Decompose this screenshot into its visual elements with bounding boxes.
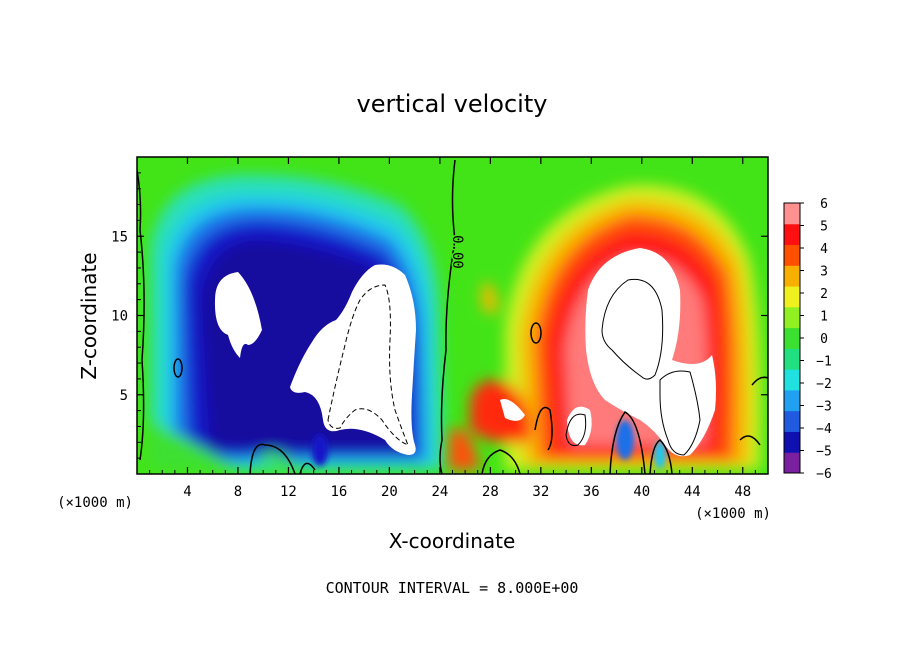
- colorbar-tick-label: −6: [816, 467, 832, 482]
- colorbar-tick-label: −1: [816, 355, 832, 370]
- colorbar-segment: [784, 265, 800, 287]
- x-tick-label: 36: [583, 484, 600, 500]
- colorbar-tick-label: 0: [820, 332, 828, 347]
- x-tick-label: 44: [684, 484, 701, 500]
- colorbar-segment: [784, 348, 800, 370]
- x-tick-label: 28: [482, 484, 499, 500]
- x-unit-label: (×1000 m): [695, 506, 771, 522]
- y-axis: 5 10 15: [111, 172, 768, 459]
- x-tick-label: 4: [183, 484, 191, 500]
- x-tick-label: 16: [330, 484, 347, 500]
- dashed-contour: [327, 284, 409, 446]
- x-tick-label: 32: [532, 484, 549, 500]
- colorbar-tick-label: 1: [820, 310, 828, 325]
- colorbar-tick-label: 4: [820, 242, 828, 257]
- contour-label: 0.00: [449, 235, 465, 269]
- colorbar-tick-label: −5: [816, 445, 832, 460]
- y-tick-label: 15: [111, 229, 128, 245]
- x-axis-label: X-coordinate: [389, 529, 516, 553]
- small-features: [312, 420, 666, 469]
- colorbar-segment: [784, 410, 800, 432]
- colorbar-segment: [784, 203, 800, 225]
- colorbar-tick-label: 2: [820, 287, 828, 302]
- colorbar-tick-label: −2: [816, 377, 832, 392]
- y-tick-label: 10: [111, 309, 128, 325]
- colorbar-segment: [784, 286, 800, 308]
- colorbar-tick-label: 6: [820, 197, 828, 212]
- colorbar-tick-label: 3: [820, 265, 828, 280]
- thin-contours: [565, 278, 701, 456]
- plot-area: [137, 157, 768, 474]
- colorbar-segment: [784, 452, 800, 474]
- x-tick-label: 12: [280, 484, 297, 500]
- chart-title: vertical velocity: [357, 90, 548, 118]
- colorbar-tick-label: −3: [816, 400, 832, 415]
- colorbar-segment: [784, 389, 800, 412]
- x-tick-label: 40: [633, 484, 650, 500]
- colorbar-tick-label: −4: [816, 422, 832, 437]
- x-tick-label: 24: [431, 484, 448, 500]
- y-axis-label: Z-coordinate: [77, 252, 101, 379]
- colorbar: 6 5 4 3 2 1 0 −1 −2 −3 −4 −5 −6: [783, 197, 832, 482]
- colorbar-segment: [784, 244, 800, 266]
- y-tick-label: 5: [120, 388, 128, 404]
- x-tick-label: 48: [734, 484, 751, 500]
- x-axis: 4 8 12 16 20 24 28 32 36 40 44 48: [149, 157, 756, 500]
- y-unit-label: (×1000 m): [57, 495, 133, 511]
- x-tick-label: 20: [381, 484, 398, 500]
- colorbar-segment: [784, 306, 800, 329]
- saturated-regions: [214, 248, 716, 457]
- colorbar-tick-label: 5: [820, 220, 828, 235]
- colorbar-segment: [784, 369, 800, 391]
- colorbar-segment: [784, 327, 800, 349]
- contour-interval-label: CONTOUR INTERVAL = 8.000E+00: [326, 579, 579, 597]
- x-tick-label: 8: [234, 484, 242, 500]
- contour-lines: [137, 159, 768, 474]
- colorbar-segment: [784, 431, 800, 453]
- colorbar-segment: [784, 223, 800, 246]
